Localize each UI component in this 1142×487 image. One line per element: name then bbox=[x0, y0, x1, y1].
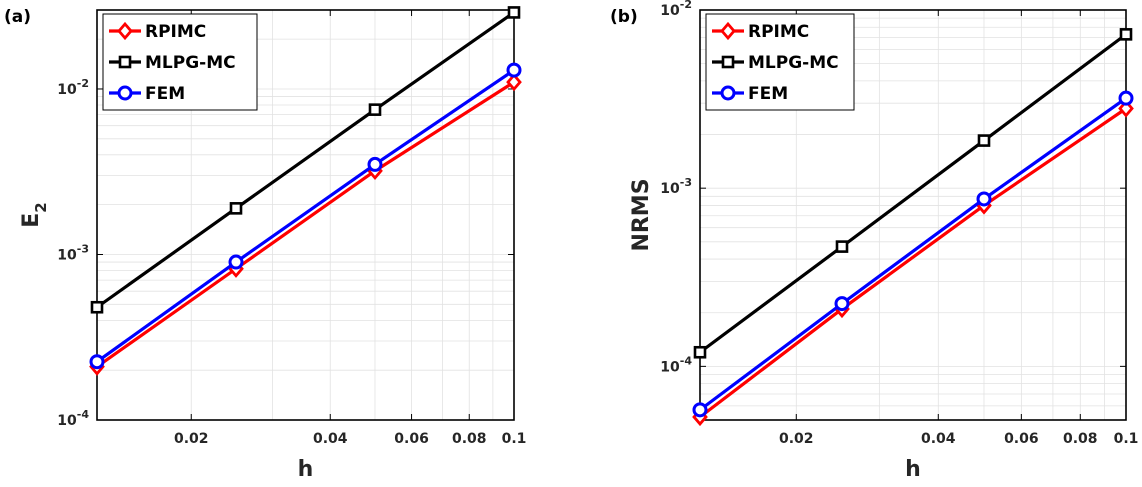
x-tick-label: 0.04 bbox=[921, 431, 956, 447]
legend-item: MLPG-MC bbox=[712, 53, 839, 73]
grid bbox=[700, 10, 1126, 420]
data-point-square bbox=[507, 6, 521, 19]
data-point-circle bbox=[367, 156, 383, 172]
legend-item: FEM bbox=[109, 84, 185, 104]
legend-label: RPIMC bbox=[145, 22, 206, 42]
legend: RPIMC MLPG-MC FEM bbox=[102, 13, 258, 111]
data-point-square bbox=[1119, 28, 1133, 41]
y-tick-label: 10-3 bbox=[660, 176, 692, 197]
series-line bbox=[699, 33, 1127, 354]
series-line bbox=[96, 11, 515, 309]
y-tick-label: 10-2 bbox=[660, 0, 692, 19]
data-point-square bbox=[90, 300, 104, 314]
legend-item: RPIMC bbox=[712, 21, 809, 42]
series-line bbox=[699, 107, 1127, 419]
legend-item: RPIMC bbox=[109, 21, 206, 42]
x-tick-label: 0.02 bbox=[779, 431, 814, 447]
data-point-square bbox=[721, 55, 735, 69]
series-mlpg-mc bbox=[693, 28, 1133, 359]
x-tick-label: 0.06 bbox=[1004, 431, 1039, 447]
legend-label: FEM bbox=[145, 84, 185, 104]
legend-label: RPIMC bbox=[748, 22, 809, 42]
series-line bbox=[699, 96, 1127, 412]
x-tick-label: 0.1 bbox=[1114, 431, 1139, 447]
data-point-square bbox=[229, 202, 243, 215]
data-point-square bbox=[693, 345, 707, 359]
data-point-circle bbox=[1118, 90, 1134, 106]
data-point-diamond bbox=[506, 72, 522, 92]
data-point-circle bbox=[976, 191, 992, 207]
y-tick-label: 10-4 bbox=[660, 354, 692, 375]
data-point-circle bbox=[228, 254, 244, 270]
axes-frame bbox=[699, 9, 1127, 421]
series-rpimc bbox=[692, 99, 1134, 427]
panel-label: (b) bbox=[610, 7, 638, 27]
y-axis-label: NRMS bbox=[629, 178, 654, 251]
x-axis-label: h bbox=[298, 457, 314, 482]
data-point-square bbox=[368, 103, 382, 116]
data-point-circle bbox=[117, 85, 133, 101]
legend-label: MLPG-MC bbox=[145, 53, 236, 73]
series-line bbox=[96, 68, 515, 364]
data-point-circle bbox=[506, 62, 522, 78]
x-tick-label: 0.04 bbox=[313, 431, 348, 447]
data-point-circle bbox=[834, 296, 850, 312]
data-point-square bbox=[835, 240, 849, 253]
legend-item: FEM bbox=[712, 84, 788, 104]
series-mlpg-mc bbox=[90, 6, 521, 314]
x-tick-label: 0.08 bbox=[452, 431, 487, 447]
legend-label: FEM bbox=[748, 84, 788, 104]
x-tick-label: 0.02 bbox=[174, 431, 209, 447]
ticks: 0.02 0.04 0.06 0.08 0.1 10-2 10-3 10-4 bbox=[660, 0, 1138, 447]
x-tick-label: 0.06 bbox=[394, 431, 429, 447]
data-point-square bbox=[118, 55, 132, 69]
legend-item: MLPG-MC bbox=[109, 53, 236, 73]
data-point-diamond bbox=[117, 21, 133, 41]
chart-panel-2: 0.02 0.04 0.06 0.08 0.1 10-2 10-3 10-4 (b) h NRMS R… bbox=[610, 0, 1138, 482]
data-point-square bbox=[977, 134, 991, 147]
y-tick-label: 10-3 bbox=[57, 242, 89, 263]
data-point-circle bbox=[89, 354, 105, 370]
x-tick-label: 0.1 bbox=[502, 431, 527, 447]
legend-label: MLPG-MC bbox=[748, 53, 839, 73]
y-axis-label: E2 bbox=[19, 202, 50, 227]
ticks: 0.02 0.04 0.06 0.08 0.1 10-2 10-3 10-4 bbox=[57, 10, 526, 447]
data-point-circle bbox=[720, 85, 736, 101]
series-fem bbox=[89, 62, 522, 370]
panel-label: (a) bbox=[4, 7, 31, 27]
axes-frame bbox=[96, 9, 515, 421]
x-tick-label: 0.08 bbox=[1063, 431, 1098, 447]
y-tick-label: 10-4 bbox=[57, 408, 89, 429]
series-fem bbox=[692, 90, 1134, 418]
legend: RPIMC MLPG-MC FEM bbox=[705, 13, 855, 111]
chart-panel-1: 0.02 0.04 0.06 0.08 0.1 10-2 10-3 10-4 (a) h E2 RPI… bbox=[4, 6, 526, 482]
data-point-circle bbox=[692, 402, 708, 418]
x-axis-label: h bbox=[905, 457, 921, 482]
data-point-diamond bbox=[720, 21, 736, 41]
series-line bbox=[96, 80, 515, 368]
y-tick-label: 10-2 bbox=[57, 77, 89, 98]
series-rpimc bbox=[89, 72, 522, 376]
